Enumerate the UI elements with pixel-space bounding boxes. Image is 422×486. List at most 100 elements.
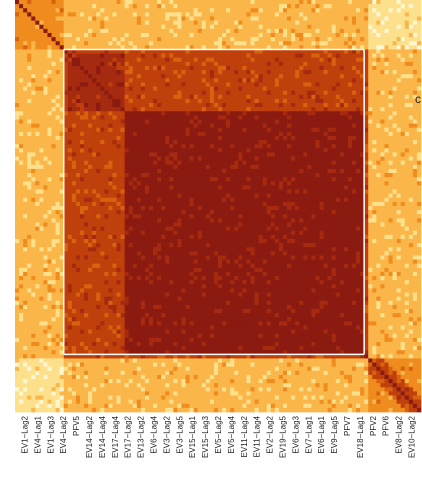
heatmap-cell [299,181,304,186]
heatmap-cell [218,74,223,79]
heatmap-cell [226,94,231,100]
heatmap-cell [319,185,324,190]
heatmap-cell [351,28,357,34]
heatmap-cell [84,127,89,133]
heatmap-cell [43,115,48,120]
heatmap-cell [43,53,48,59]
heatmap-cell [59,135,65,141]
heatmap-cell [412,131,418,137]
heatmap-cell [144,148,150,153]
heatmap-cell [128,74,134,79]
heatmap-cell [79,65,85,71]
heatmap-cell [79,156,85,162]
heatmap-cell [136,111,142,116]
heatmap-cell [396,111,402,116]
heatmap-cell [274,185,280,190]
heatmap-cell [331,103,337,108]
heatmap-cell [63,61,69,67]
heatmap-cell [47,57,52,63]
heatmap-cell [303,135,308,141]
heatmap-cell [157,61,162,67]
heatmap-cell [173,119,178,124]
heatmap-cell [368,12,373,17]
heatmap-cell [282,148,288,153]
heatmap-cell [230,156,235,162]
heatmap-cell [59,82,65,87]
heatmap-cell [274,53,280,59]
heatmap-cell [250,144,255,149]
heatmap-cell [35,49,40,54]
heatmap-cell [136,144,142,149]
heatmap-cell [88,74,93,79]
heatmap-cell [193,193,199,199]
heatmap-cell [282,115,288,120]
heatmap-cell [23,57,28,63]
heatmap-cell [303,173,308,178]
heatmap-cell [96,0,101,5]
heatmap-cell [23,189,28,194]
heatmap-cell [360,127,365,133]
heatmap-cell [234,94,239,100]
heatmap-cell [79,53,85,59]
heatmap-cell [136,28,142,34]
heatmap-cell [185,65,190,71]
heatmap-cell [67,16,73,21]
heatmap-cell [165,127,170,133]
heatmap-cell [23,140,28,145]
heatmap-cell [246,24,251,30]
heatmap-cell [323,103,328,108]
heatmap-cell [63,82,69,87]
heatmap-cell [161,82,166,87]
heatmap-cell [372,111,377,116]
heatmap-cell [278,16,284,21]
heatmap-cell [335,16,341,21]
heatmap-cell [274,86,280,91]
heatmap-cell [104,90,109,96]
heatmap-cell [104,119,109,124]
heatmap-cell [201,16,207,21]
heatmap-cell [343,16,349,21]
heatmap-cell [238,49,243,54]
heatmap-cell [27,119,32,124]
heatmap-cell [15,61,20,67]
heatmap-cell [185,28,190,34]
heatmap-cell [416,94,422,100]
heatmap-cell [144,57,150,63]
heatmap-cell [27,193,32,199]
heatmap-cell [209,90,215,96]
heatmap-cell [356,0,361,5]
heatmap-cell [226,86,231,91]
heatmap-cell [31,20,36,26]
heatmap-cell [270,32,276,38]
heatmap-cell [258,24,264,30]
heatmap-cell [364,86,369,91]
heatmap-cell [39,49,44,54]
heatmap-cell [185,168,190,174]
heatmap-cell [23,164,28,170]
heatmap-cell [360,16,365,21]
heatmap-cell [230,107,235,112]
heatmap-cell [84,189,89,194]
heatmap-cell [343,177,349,182]
heatmap-cell [327,82,333,87]
heatmap-cell [339,181,345,186]
heatmap-cell [31,107,36,112]
heatmap-cell [27,94,32,100]
heatmap-cell [209,70,215,75]
heatmap-cell [193,160,199,166]
heatmap-cell [282,173,288,178]
heatmap-cell [388,152,393,157]
heatmap-cell [157,74,162,79]
heatmap-cell [351,185,357,190]
heatmap-cell [104,45,109,50]
heatmap-cell [181,123,186,129]
heatmap-cell [209,61,215,67]
heatmap-cell [254,4,259,9]
heatmap-cell [124,197,130,203]
heatmap-cell [315,8,320,13]
heatmap-cell [177,49,182,54]
heatmap-cell [79,78,85,83]
heatmap-cell [327,70,333,75]
heatmap-cell [266,41,272,46]
heatmap-cell [84,197,89,203]
